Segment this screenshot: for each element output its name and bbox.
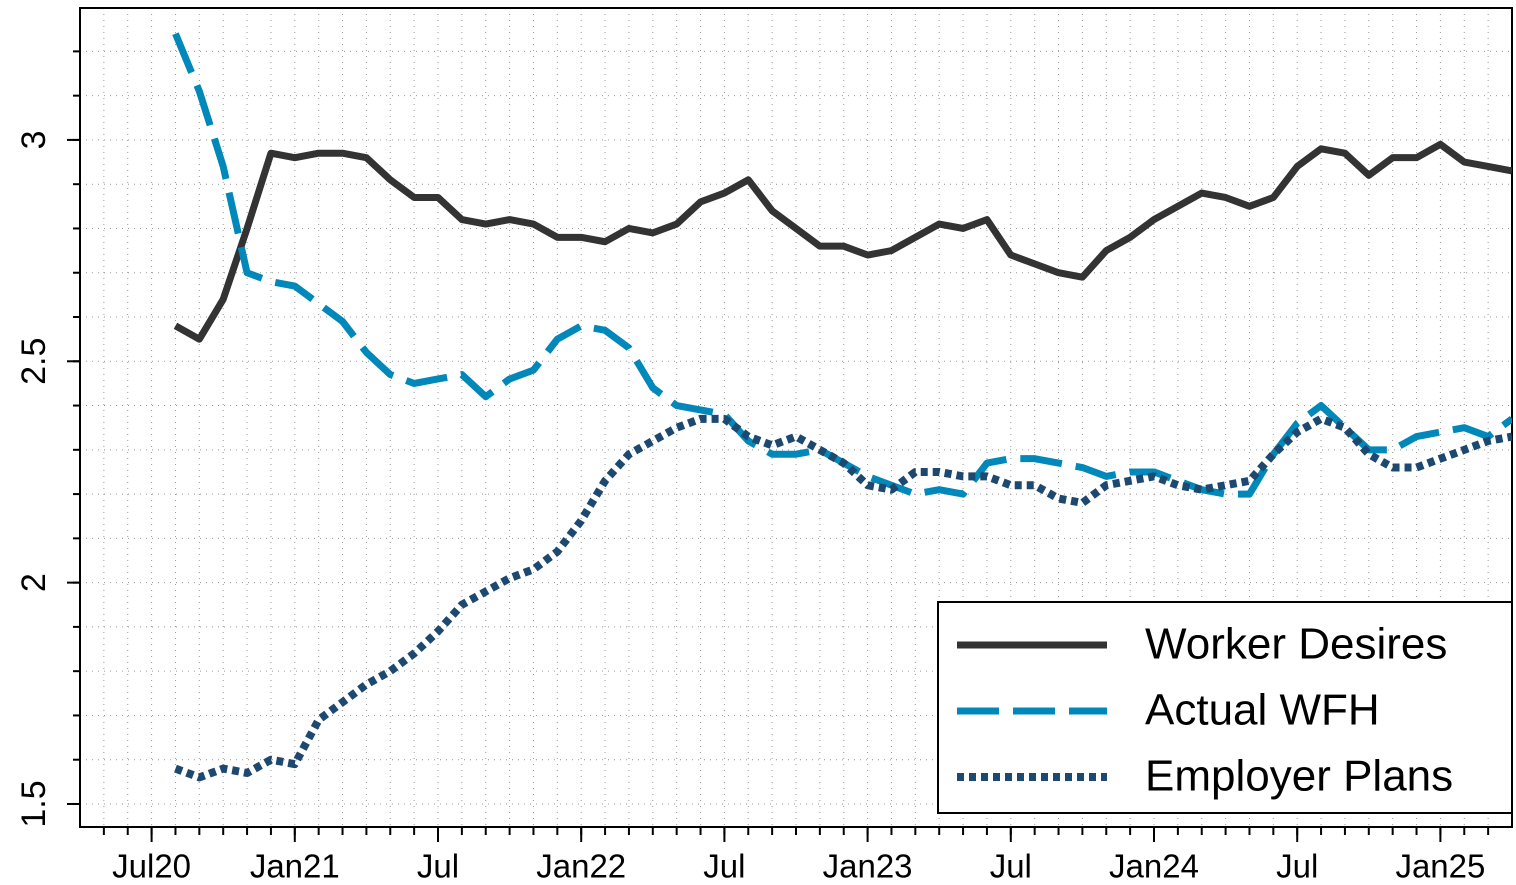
x-tick-label: Jan25	[1395, 848, 1485, 885]
x-tick-label: Jul	[703, 848, 745, 885]
x-tick-label: Jan22	[536, 848, 626, 885]
legend-label: Actual WFH	[1145, 686, 1380, 735]
y-tick-label: 3	[15, 130, 53, 149]
series-line	[173, 140, 1512, 343]
legend-label: Worker Desires	[1145, 620, 1447, 669]
y-tick-label: 2.5	[15, 338, 53, 385]
x-tick-label: Jan24	[1109, 848, 1199, 885]
x-tick-label: Jul	[1276, 848, 1318, 885]
legend-label: Employer Plans	[1145, 752, 1453, 801]
x-tick-label: Jan21	[250, 848, 340, 885]
series-line	[172, 32, 1512, 498]
x-tick-label: Jul	[990, 848, 1032, 885]
series-group	[172, 32, 1512, 782]
series-line	[174, 414, 1512, 782]
x-tick-label: Jul	[417, 848, 459, 885]
y-tick-label: 1.5	[15, 780, 53, 827]
x-tick-label: Jan23	[823, 848, 913, 885]
y-tick-label: 2	[15, 573, 53, 592]
plot-frame	[79, 7, 1513, 828]
x-tick-label: Jul20	[112, 848, 191, 885]
